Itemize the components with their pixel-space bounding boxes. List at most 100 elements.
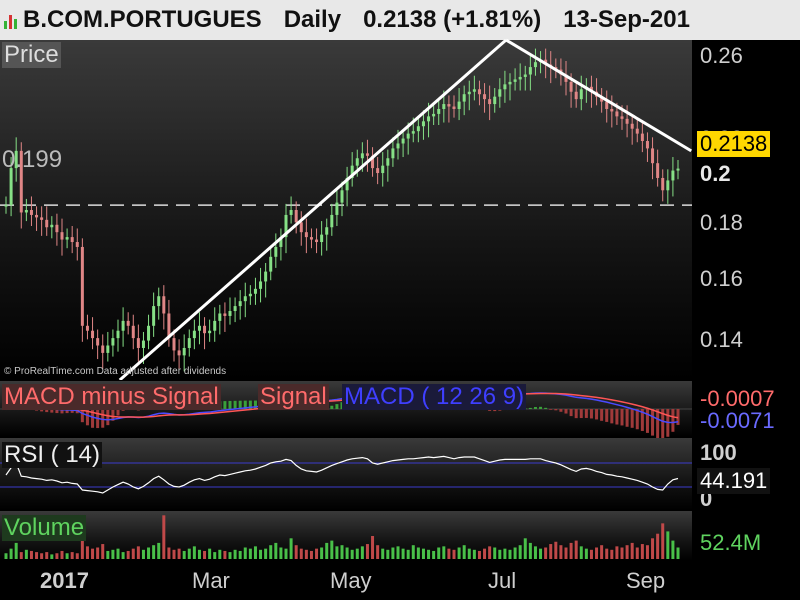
candle-body <box>503 84 507 90</box>
volume-bar <box>9 548 13 559</box>
macd-hist-bar <box>635 409 639 430</box>
reference-level-label: 0.199 <box>2 146 63 173</box>
candle-body <box>355 158 359 166</box>
candle-body <box>432 113 436 117</box>
volume-bar <box>243 547 247 559</box>
volume-bar <box>121 552 125 559</box>
volume-value: 52.4M <box>700 530 762 555</box>
price-chart[interactable] <box>0 0 800 380</box>
macd-hist-bar <box>544 407 548 409</box>
macd-signal-label: Signal <box>258 383 329 410</box>
macd-hist-bar <box>101 409 105 428</box>
volume-bar <box>45 552 49 559</box>
candle-body <box>421 121 425 127</box>
watermark: © ProRealTime.com Data adjusted after di… <box>4 366 227 377</box>
macd-hist-bar <box>238 400 242 409</box>
candle-body <box>101 345 105 353</box>
volume-bar <box>91 548 95 559</box>
volume-bar <box>264 548 268 559</box>
candle-body <box>70 237 74 243</box>
candle-body <box>167 313 171 339</box>
volume-bar <box>136 546 140 559</box>
volume-bar <box>518 545 522 559</box>
price-tick-018: 0.18 <box>700 210 743 235</box>
candle-body <box>228 311 232 316</box>
volume-bar <box>401 548 405 559</box>
macd-axis[interactable] <box>692 381 800 437</box>
candle-body <box>416 126 420 132</box>
volume-bar <box>345 547 349 559</box>
candle-body <box>131 325 135 339</box>
volume-bar <box>371 536 375 559</box>
rsi-panel[interactable] <box>0 438 692 510</box>
candle-body <box>335 202 339 215</box>
candle-body <box>605 101 609 109</box>
candle-body <box>350 165 354 178</box>
volume-bar <box>269 545 273 559</box>
time-axis[interactable] <box>0 562 800 600</box>
volume-bar <box>447 548 451 559</box>
macd-hist-bar <box>605 409 609 422</box>
candle-body <box>192 330 196 339</box>
bar-chart-icon <box>4 11 17 29</box>
trendline <box>118 38 508 380</box>
macd-hist-bar <box>549 409 553 410</box>
volume-bar <box>182 550 186 559</box>
macd-hist-bar <box>65 409 69 414</box>
volume-bar <box>671 540 675 559</box>
volume-bar <box>620 547 624 559</box>
volume-bar <box>355 548 359 559</box>
volume-bar <box>187 548 191 559</box>
volume-bar <box>177 548 181 559</box>
volume-bar <box>549 544 553 559</box>
candle-body <box>345 177 349 191</box>
candle-body <box>91 330 95 339</box>
volume-bar <box>116 548 120 559</box>
candle-body <box>80 246 84 326</box>
volume-bar <box>330 540 334 559</box>
price-axis[interactable] <box>692 40 800 380</box>
candle-body <box>651 148 655 164</box>
volume-bar <box>14 542 18 559</box>
candle-body <box>172 338 176 351</box>
price-tick-016: 0.16 <box>700 266 743 291</box>
volume-bar <box>391 547 395 559</box>
macd-hist-bar <box>493 409 497 412</box>
candle-body <box>152 306 156 326</box>
volume-bar <box>483 548 487 559</box>
macd-hist-bar <box>589 409 593 419</box>
volume-bar <box>19 552 23 559</box>
volume-bar <box>396 546 400 559</box>
volume-bar <box>452 549 456 559</box>
volume-bar <box>233 549 237 559</box>
volume-bar <box>574 540 578 559</box>
macd-hist-bar <box>615 409 619 425</box>
macd-hist-bar <box>248 400 252 409</box>
volume-bar <box>533 546 537 559</box>
volume-bar <box>589 549 593 559</box>
candle-body <box>289 210 293 215</box>
candle-body <box>269 256 273 272</box>
candle-body <box>315 239 319 243</box>
candle-body <box>106 345 110 353</box>
candle-body <box>248 293 252 297</box>
volume-bar <box>564 547 568 559</box>
volume-axis[interactable] <box>692 511 800 561</box>
candle-body <box>299 222 303 233</box>
candle-body <box>223 313 227 316</box>
macd-hist-bar <box>80 409 84 423</box>
candle-body <box>472 89 476 92</box>
macd-hist-bar <box>60 409 64 414</box>
candle-body <box>55 224 59 233</box>
candle-body <box>625 118 629 124</box>
candle-body <box>661 177 665 191</box>
macd-hist-bar <box>253 400 257 409</box>
volume-bar <box>304 549 308 559</box>
candle-body <box>60 232 64 240</box>
volume-bar <box>340 545 344 559</box>
macd-hist-bar <box>600 409 604 421</box>
macd-hist-bar <box>620 409 624 426</box>
volume-bar <box>172 549 176 559</box>
